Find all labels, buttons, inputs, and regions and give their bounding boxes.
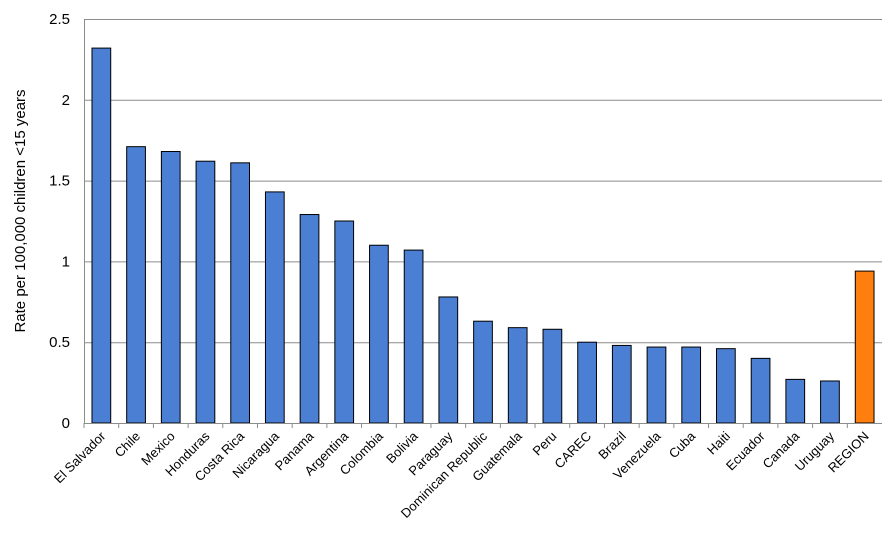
- y-tick-label: 0: [62, 415, 70, 432]
- gridlines: [84, 19, 882, 344]
- bar: [646, 346, 667, 424]
- y-tick-label: 1.5: [49, 173, 70, 190]
- bar: [854, 270, 875, 424]
- x-tick-label: Haiti: [704, 428, 733, 457]
- y-tick-label: 2: [62, 92, 70, 109]
- x-tick-label: El Salvador: [51, 428, 109, 486]
- bar: [264, 191, 285, 424]
- bar: [820, 380, 840, 424]
- axes: [83, 19, 882, 428]
- bar: [750, 357, 771, 424]
- bar: [160, 151, 181, 424]
- x-tick-label: Peru: [529, 429, 559, 459]
- bar: [507, 327, 528, 424]
- bar: [299, 214, 320, 424]
- y-tick-labels: 0 0.5 1 1.5 2 2.5: [49, 11, 70, 432]
- bars: [91, 47, 875, 424]
- bar: [403, 249, 424, 424]
- bar: [716, 348, 736, 424]
- bar: [542, 328, 563, 424]
- bar: [230, 162, 250, 424]
- y-axis-title: Rate per 100,000 children <15 years: [12, 89, 29, 332]
- x-tick-label: Chile: [112, 429, 144, 461]
- y-tick-label: 0.5: [49, 334, 70, 351]
- bar: [195, 160, 216, 424]
- x-tick-label: Ecuador: [723, 428, 768, 473]
- bar: [577, 341, 597, 424]
- y-tick-label: 2.5: [49, 11, 70, 28]
- bar: [369, 244, 389, 424]
- bar: [785, 378, 806, 424]
- bar: [681, 346, 702, 424]
- bar: [473, 320, 493, 424]
- x-tick-label: CAREC: [551, 429, 594, 472]
- bar: [126, 146, 146, 424]
- bar: [438, 296, 459, 424]
- y-tick-label: 1: [62, 253, 70, 270]
- bar: [91, 47, 112, 424]
- bar: [611, 344, 632, 424]
- x-tick-label: Cuba: [666, 428, 699, 461]
- bar: [334, 220, 355, 424]
